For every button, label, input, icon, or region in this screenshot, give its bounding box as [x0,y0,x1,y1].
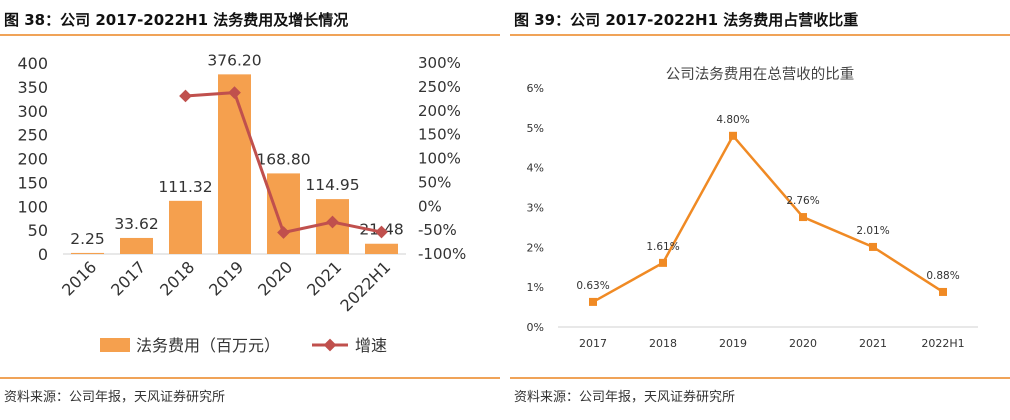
bar-data-label: 168.80 [256,150,310,168]
expense-bar [365,243,398,254]
x-category-label: 2016 [58,257,100,299]
y-right-tick-label: 50% [418,173,451,191]
figure-38-source: 资料来源：公司年报，天风证券研究所 [4,390,226,405]
ratio-marker [589,297,597,306]
figure-38-bottom-rule [0,377,500,379]
y-right-tick-label: 200% [418,102,461,120]
expense-bar [218,74,251,254]
y-left-tick-label: 350 [17,78,48,97]
figure-39-bottom-rule [510,377,1010,379]
expense-growth-chart: 0 50 100 150 200 250 300 350 400 -100% -50% 0% 50% 10… [17,51,466,355]
y-tick-label: 2% [527,241,544,254]
y-tick-label: 3% [527,202,544,215]
expense-bar [71,252,104,254]
figure-38-panel: 图 38：公司 2017-2022H1 法务费用及增长情况 0 50 100 150 2… [0,0,500,420]
x-category-label: 2022H1 [336,257,394,315]
figure-39-panel: 图 39：公司 2017-2022H1 法务费用占营收比重 公司法务费用在总营收… [510,0,1010,420]
x-category-label: 2020 [254,257,296,299]
ratio-marker [799,213,807,222]
y-tick-label: 4% [527,162,544,175]
y-right-tick-label: -100% [418,245,466,263]
ratio-line [592,133,944,303]
y-right-tick-label: 100% [418,150,461,168]
y-right-tick-label: 300% [418,54,461,72]
bar-data-label: 33.62 [114,215,158,233]
y-left-tick-label: 150 [17,173,48,192]
x-category-label: 2021 [859,337,887,350]
y-right-tick-label: 0% [418,197,442,215]
growth-rate-marker [228,86,241,99]
growth-rate-marker [277,226,290,239]
y-left-tick-label: 100 [17,197,48,216]
bar-data-label: 2.25 [70,230,105,248]
figure-39-title: 图 39：公司 2017-2022H1 法务费用占营收比重 [514,11,859,29]
ratio-marker [659,258,667,267]
y-left-tick-label: 400 [17,54,48,73]
expense-ratio-chart: 公司法务费用在总营收的比重 0% 1% 2% 3% 4% 5% 6% 0.63% 1.61% 4.8… [527,66,978,350]
expense-bar [169,200,202,254]
growth-rate-marker [326,215,339,229]
y-tick-label: 5% [527,122,544,135]
growth-rate-marker [179,89,192,103]
bar-data-label: 111.32 [158,178,212,196]
figure-39-source: 资料来源：公司年报，天风证券研究所 [514,390,736,405]
legend-line-label: 增速 [355,336,387,355]
x-category-label: 2018 [156,257,198,299]
x-category-label: 2017 [579,337,607,350]
y-right-tick-label: -50% [418,221,457,239]
ratio-data-label: 2.76% [786,195,819,207]
y-right-tick-label: 250% [418,78,461,96]
x-category-label: 2018 [649,337,677,350]
ratio-marker [729,131,737,140]
figure-39-top-rule [510,34,1010,36]
y-left-tick-label: 250 [17,126,48,145]
figure-38-title: 图 38：公司 2017-2022H1 法务费用及增长情况 [4,11,349,29]
chart-title: 公司法务费用在总营收的比重 [666,66,855,83]
ratio-data-label: 0.63% [576,280,609,292]
ratio-marker [939,287,947,296]
ratio-data-label: 4.80% [716,114,749,126]
expense-bar [267,173,300,254]
y-left-tick-label: 200 [17,150,48,169]
expense-bar [120,237,153,254]
x-category-label: 2022H1 [921,337,964,350]
ratio-data-label: 2.01% [856,225,889,237]
ratio-marker [869,242,877,251]
x-category-label: 2017 [107,257,149,299]
y-tick-label: 6% [527,82,544,95]
legend-bar-swatch [100,338,130,352]
x-category-label: 2021 [303,257,345,299]
figure-38-top-rule [0,34,500,36]
y-tick-label: 1% [527,281,544,294]
y-left-tick-label: 0 [38,245,48,264]
growth-rate-marker [375,225,388,239]
bar-data-label: 114.95 [305,176,359,194]
y-tick-label: 0% [527,321,544,334]
x-category-label: 2019 [205,257,247,299]
y-right-tick-label: 150% [418,126,461,144]
bar-data-label: 376.20 [207,51,261,69]
y-left-tick-label: 300 [17,102,48,121]
y-left-tick-label: 50 [28,221,48,240]
ratio-data-label: 0.88% [926,270,959,282]
legend-bar-label: 法务费用（百万元） [136,336,280,355]
x-category-label: 2020 [789,337,817,350]
x-category-label: 2019 [719,337,747,350]
legend-line-marker [323,338,337,352]
ratio-data-label: 1.61% [646,241,679,253]
